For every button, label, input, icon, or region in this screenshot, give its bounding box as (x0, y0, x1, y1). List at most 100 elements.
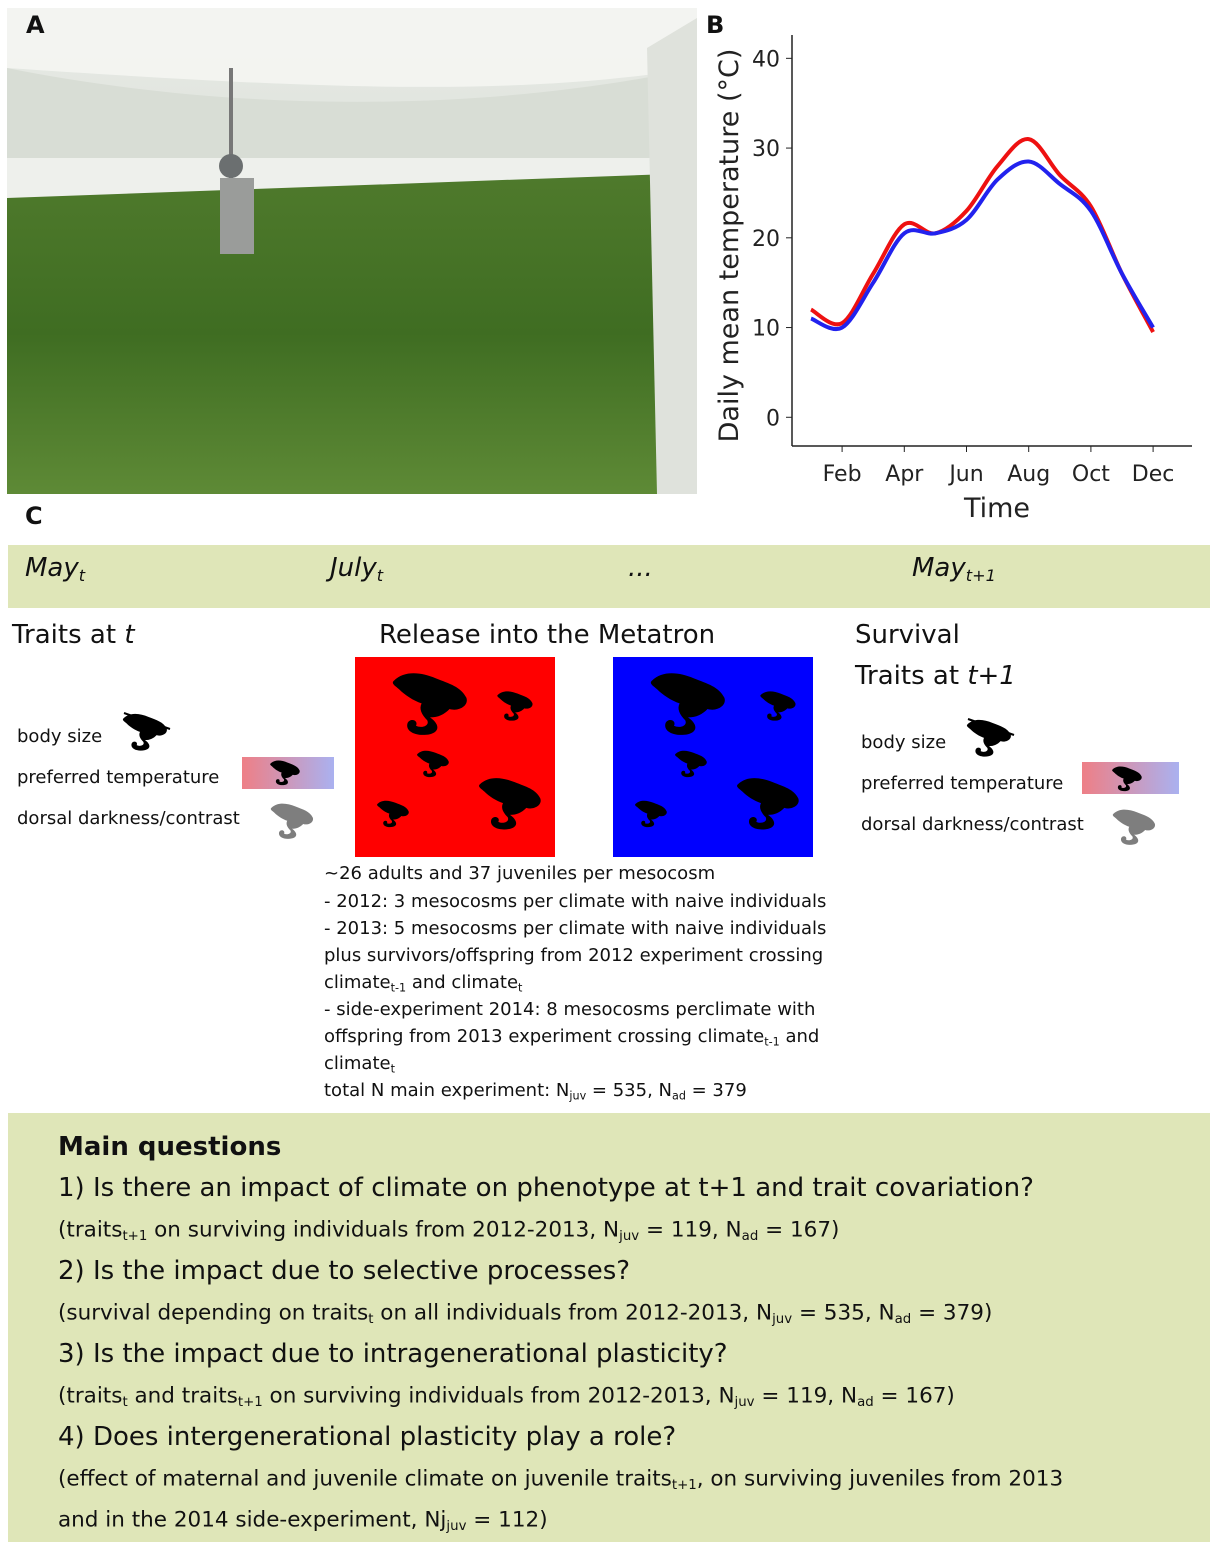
method-line: climatet (324, 1055, 395, 1075)
heading: Release into the Metatron (379, 622, 715, 648)
text-segment: t+1 (965, 565, 996, 585)
question-note: and in the 2014 side-experiment, Njjuv =… (58, 1507, 548, 1535)
text-segment: juv (446, 1519, 467, 1535)
timeline-label: Julyt (330, 553, 383, 583)
y-tick-label: 20 (752, 227, 780, 252)
question-note: (effect of maternal and juvenile climate… (58, 1466, 1064, 1494)
text-segment: climate (324, 972, 391, 993)
heading: Survival (855, 622, 960, 648)
y-tick-label: 40 (752, 47, 780, 72)
method-line: - 2012: 3 mesocosms per climate with nai… (324, 893, 826, 911)
x-tick-label: Jun (947, 462, 983, 487)
text-segment: = 535, N (792, 1300, 895, 1326)
text-segment: and in the 2014 side-experiment, Nj (58, 1507, 447, 1533)
question: 1) Is there an impact of climate on phen… (58, 1173, 1034, 1203)
text-segment: and climate (406, 972, 519, 993)
trait: body size (17, 726, 103, 747)
text-segment: t (124, 620, 135, 650)
method-line: - 2013: 5 mesocosms per climate with nai… (324, 920, 826, 938)
method-line: ~26 adults and 37 juveniles per mesocosm (324, 865, 715, 883)
photo (7, 8, 697, 494)
text-segment: juv (569, 1089, 587, 1103)
text-segment: = 119, N (754, 1383, 858, 1409)
timeline-label: Mayt (25, 553, 85, 583)
question: 3) Is the impact due to intragenerationa… (58, 1339, 728, 1369)
climate-box-cool (613, 657, 813, 857)
text-segment: - 2013: 5 mesocosms per climate with nai… (324, 918, 827, 939)
heading: Traits at t (12, 622, 135, 648)
text-segment: t (518, 981, 523, 995)
text-segment: t-1 (390, 981, 407, 995)
text-segment: ad (857, 1395, 874, 1411)
text-segment: t (122, 1395, 128, 1411)
text-segment: total N main experiment: N (324, 1080, 570, 1101)
text-segment: t+1 (237, 1395, 263, 1411)
text-segment: t+1 (967, 661, 1016, 691)
method-line: plus survivors/offspring from 2012 exper… (324, 947, 823, 965)
question: 4) Does intergenerational plasticity pla… (58, 1422, 677, 1452)
text-segment: t (376, 565, 384, 585)
text-segment: May (25, 553, 79, 583)
text-segment: ad (741, 1229, 759, 1245)
text-segment: July (330, 553, 377, 583)
text-segment: t+1 (671, 1478, 697, 1494)
text-segment: t-1 (764, 1035, 780, 1049)
text-segment: juv (619, 1229, 640, 1245)
text-segment: = 379 (685, 1080, 747, 1101)
timeline-label: Mayt+1 (912, 553, 996, 583)
text-segment: offspring from 2013 experiment crossing … (324, 1026, 765, 1047)
panel-label: C (25, 502, 43, 530)
text-segment: Survival (855, 620, 960, 650)
text-segment: = 119, N (639, 1217, 742, 1243)
trait: body size (861, 732, 947, 753)
heading: Traits at t+1 (855, 663, 1016, 689)
x-tick-label: Aug (1007, 462, 1050, 487)
text-segment: ad (671, 1089, 686, 1103)
timeline-band (8, 545, 1210, 608)
timeline-label: ... (628, 555, 653, 581)
panel-label: B (706, 11, 725, 39)
method-line: total N main experiment: Njuv = 535, Nad… (324, 1080, 747, 1103)
questions-title: Main questions (58, 1132, 282, 1162)
x-tick-label: Oct (1072, 462, 1110, 487)
question-note: (survival depending on traitst on all in… (58, 1300, 992, 1328)
text-segment: - side-experiment 2014: 8 mesocosms perc… (324, 999, 816, 1020)
question-note: (traitst+1 on surviving individuals from… (58, 1217, 840, 1245)
text-segment: (traits (58, 1383, 123, 1409)
panel-label: A (26, 11, 45, 39)
text-segment: ... (628, 553, 653, 583)
trait: preferred temperature (17, 767, 220, 788)
climate-box-warm (355, 657, 555, 857)
trait: dorsal darkness/contrast (17, 808, 240, 829)
chart-background (700, 0, 1210, 530)
text-segment: = 535, N (586, 1080, 672, 1101)
text-segment: t (78, 565, 86, 585)
question: 2) Is the impact due to selective proces… (58, 1256, 631, 1286)
text-segment: = 112) (466, 1507, 548, 1533)
text-segment: ~26 adults and 37 juveniles per mesocosm (324, 863, 716, 884)
text-segment: ad (894, 1312, 912, 1328)
text-segment: , on surviving juveniles from 2013 (696, 1466, 1064, 1492)
x-tick-label: Feb (823, 462, 862, 487)
text-segment: on all individuals from 2012-2013, N (373, 1300, 773, 1326)
text-segment: = 167) (758, 1217, 840, 1243)
chart: 0 10 20 30 40 Feb Apr Jun Aug Oct Dec Time Daily mea… (700, 0, 1210, 530)
icon (1112, 809, 1156, 845)
text-segment: Release into the Metatron (379, 620, 716, 650)
method-line: climatet-1 and climatet (324, 972, 523, 995)
icon (270, 803, 314, 839)
text-segment: May (912, 553, 966, 583)
text-segment: Traits at (12, 620, 125, 650)
questions-band (8, 1113, 1210, 1542)
icon (122, 712, 171, 751)
text-segment: (effect of maternal and juvenile climate… (58, 1466, 672, 1492)
text-segment: and (779, 1026, 820, 1047)
icon (270, 760, 300, 786)
y-tick-label: 0 (766, 406, 780, 431)
text-segment: juv (772, 1312, 793, 1328)
method-line: offspring from 2013 experiment crossing … (324, 1026, 820, 1049)
icon (966, 718, 1015, 757)
text-segment: plus survivors/offspring from 2012 exper… (324, 945, 824, 966)
text-segment: (traits (58, 1217, 123, 1243)
